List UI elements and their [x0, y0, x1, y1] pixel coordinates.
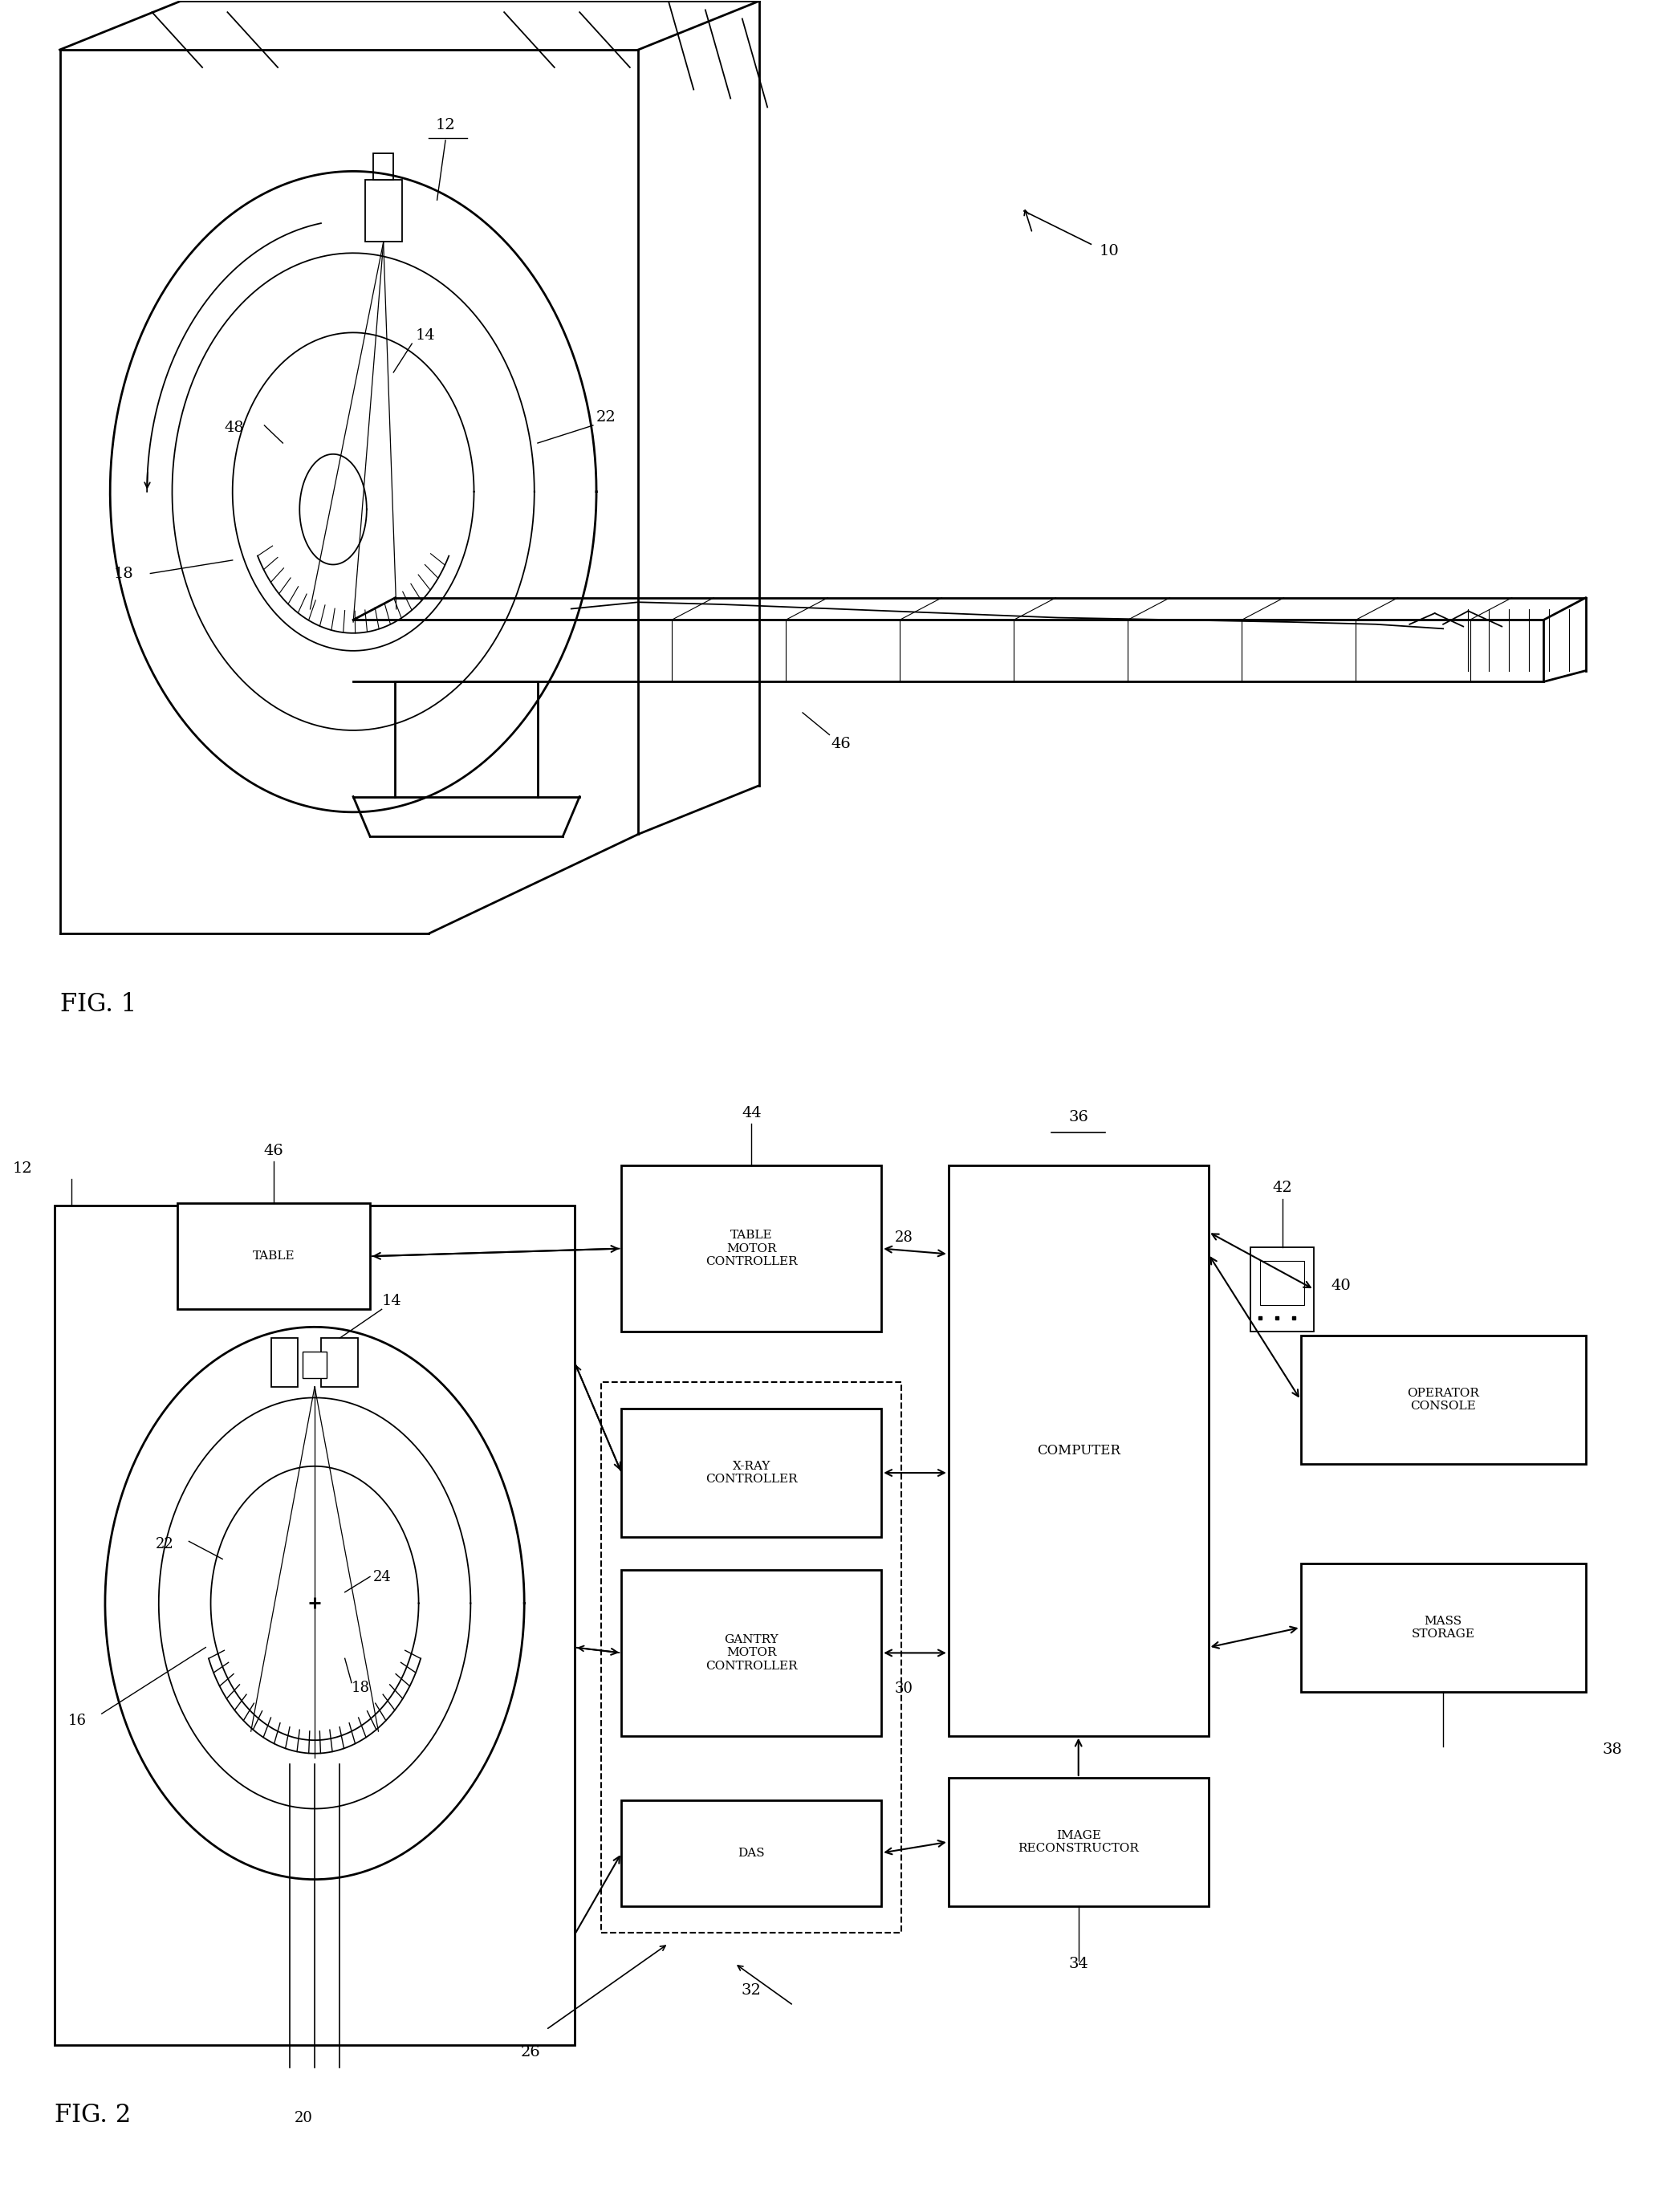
Text: 22: 22: [596, 409, 616, 425]
Text: 22: 22: [156, 1537, 173, 1551]
Text: TABLE
MOTOR
CONTROLLER: TABLE MOTOR CONTROLLER: [705, 1230, 798, 1267]
FancyBboxPatch shape: [55, 1206, 574, 2046]
FancyBboxPatch shape: [1261, 1261, 1305, 1305]
Text: X-RAY
CONTROLLER: X-RAY CONTROLLER: [705, 1460, 798, 1484]
FancyBboxPatch shape: [270, 1338, 297, 1387]
Text: COMPUTER: COMPUTER: [1036, 1444, 1120, 1458]
Text: 30: 30: [895, 1681, 913, 1697]
Text: 18: 18: [114, 566, 133, 582]
Text: 38: 38: [1602, 1743, 1622, 1756]
FancyBboxPatch shape: [1251, 1248, 1315, 1332]
Text: 36: 36: [1068, 1110, 1088, 1124]
FancyBboxPatch shape: [621, 1166, 881, 1332]
Text: FIG. 1: FIG. 1: [60, 991, 136, 1018]
Text: 28: 28: [895, 1230, 913, 1245]
Text: OPERATOR
CONSOLE: OPERATOR CONSOLE: [1407, 1387, 1479, 1411]
FancyBboxPatch shape: [621, 1801, 881, 1907]
Text: IMAGE
RECONSTRUCTOR: IMAGE RECONSTRUCTOR: [1017, 1829, 1138, 1854]
Text: 42: 42: [1273, 1181, 1293, 1194]
FancyBboxPatch shape: [321, 1338, 358, 1387]
FancyBboxPatch shape: [621, 1571, 881, 1736]
FancyBboxPatch shape: [1301, 1564, 1585, 1692]
FancyBboxPatch shape: [1301, 1336, 1585, 1464]
Text: 12: 12: [13, 1161, 32, 1175]
Text: 40: 40: [1331, 1279, 1350, 1292]
Text: 16: 16: [69, 1714, 87, 1728]
Text: 20: 20: [294, 2110, 312, 2126]
Text: MASS
STORAGE: MASS STORAGE: [1412, 1615, 1474, 1639]
Text: 24: 24: [373, 1571, 391, 1584]
Text: 32: 32: [742, 1984, 762, 1997]
FancyBboxPatch shape: [949, 1166, 1209, 1736]
Text: 14: 14: [415, 327, 435, 343]
Text: 26: 26: [520, 2044, 541, 2059]
Text: 10: 10: [1100, 243, 1120, 259]
FancyBboxPatch shape: [621, 1409, 881, 1537]
Text: FIG. 2: FIG. 2: [55, 2104, 131, 2128]
Text: GANTRY
MOTOR
CONTROLLER: GANTRY MOTOR CONTROLLER: [705, 1635, 798, 1672]
Text: 46: 46: [264, 1144, 284, 1157]
Text: 18: 18: [351, 1681, 369, 1694]
Text: 48: 48: [223, 420, 243, 436]
Text: 14: 14: [381, 1294, 401, 1307]
Text: 12: 12: [435, 117, 455, 133]
Text: DAS: DAS: [739, 1847, 766, 1858]
FancyBboxPatch shape: [364, 179, 401, 241]
Text: 46: 46: [831, 737, 851, 752]
FancyBboxPatch shape: [949, 1778, 1209, 1907]
Text: 44: 44: [742, 1106, 761, 1119]
Text: 34: 34: [1068, 1958, 1088, 1971]
FancyBboxPatch shape: [302, 1352, 326, 1378]
FancyBboxPatch shape: [178, 1203, 369, 1310]
FancyBboxPatch shape: [373, 153, 393, 179]
Text: TABLE: TABLE: [252, 1250, 296, 1261]
